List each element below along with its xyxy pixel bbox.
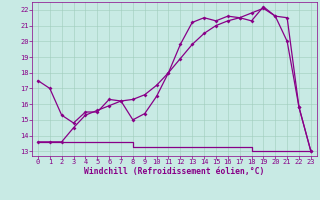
X-axis label: Windchill (Refroidissement éolien,°C): Windchill (Refroidissement éolien,°C) (84, 167, 265, 176)
